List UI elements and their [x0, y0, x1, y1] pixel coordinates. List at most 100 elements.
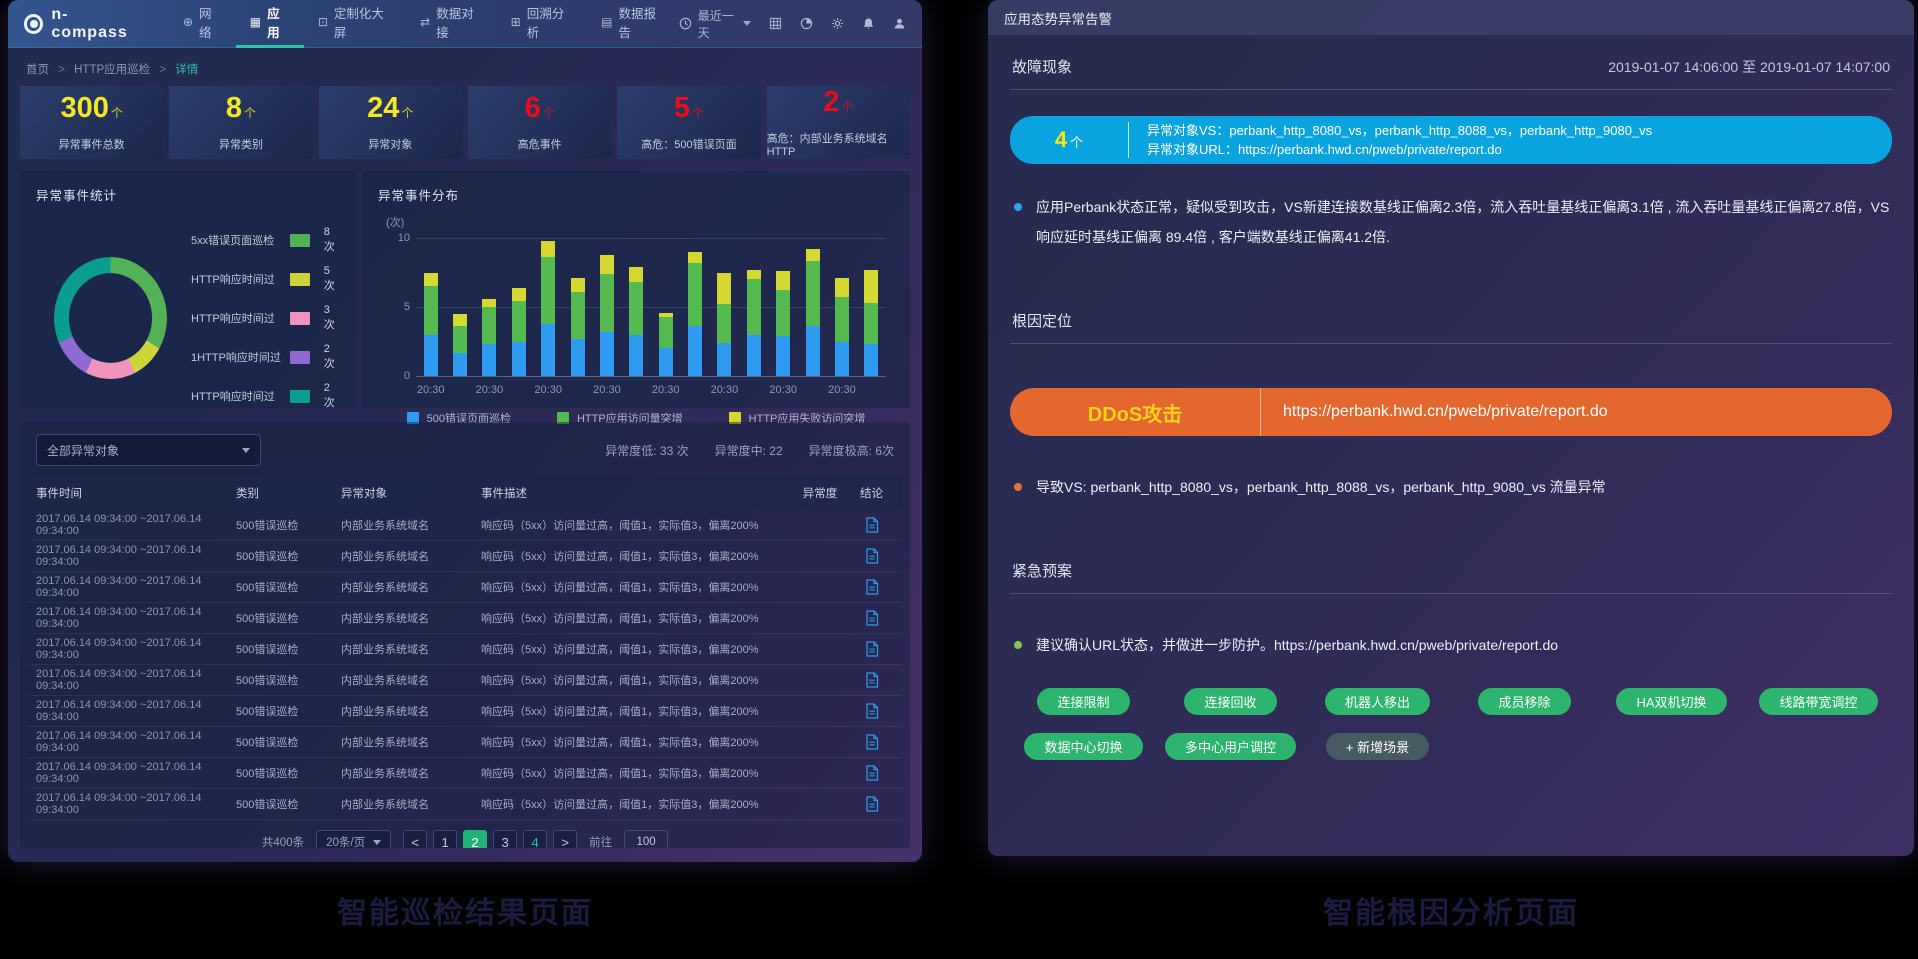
attack-banner: DDoS攻击 https://perbank.hwd.cn/pweb/priva… [1010, 388, 1892, 436]
bell-icon[interactable] [862, 17, 875, 30]
bar-segment [717, 304, 732, 343]
report-doc-icon[interactable] [849, 641, 894, 657]
report-doc-icon[interactable] [849, 703, 894, 719]
nav-item-retro-analysis[interactable]: ⊞ 回溯分析 [497, 0, 587, 48]
bar-segment [834, 278, 849, 298]
user-icon[interactable] [893, 17, 906, 30]
cell-description: 响应码（5xx）访问量过高，阈值1，实际值3，偏离200% [481, 644, 759, 656]
col-description: 事件描述 [481, 488, 527, 500]
stat-cards-row: 300 个异常事件总数 8 个异常类别 24 个异常对象 6 个高危事件 5 个高危：500错误页… [8, 86, 922, 159]
x-tick-label [504, 384, 533, 396]
table-body: 2017.06.14 09:34:00 ~2017.06.14 09:34:00… [28, 510, 902, 820]
plan-suggestion-text: 建议确认URL状态，并做进一步防护。https://perbank.hwd.cn… [1036, 637, 1559, 653]
bar-segment [688, 326, 703, 376]
plan-action-button-3[interactable]: 成员移除 [1478, 688, 1571, 715]
plan-action-button-1[interactable]: 连接回收 [1184, 688, 1277, 715]
bullet-dot-icon [1014, 641, 1022, 649]
fault-description-text: 应用Perbank状态正常，疑似受到攻击，VS新建连接数基线正偏离2.3倍，流入… [1036, 199, 1890, 245]
bar-slot [504, 238, 533, 376]
pagination: 共400条 20条/页 <1 2 3 4 > 前往 [28, 820, 902, 848]
nav-item-application[interactable]: ▦ 应用 [235, 0, 304, 48]
report-icon: ▤ [601, 15, 613, 29]
gear-icon[interactable] [831, 17, 844, 30]
report-doc-icon[interactable] [849, 579, 894, 595]
cell-object: 内部业务系统域名 [341, 675, 429, 687]
alert-panel-body: 故障现象 2019-01-07 14:06:00 至 2019-01-07 14… [988, 36, 1914, 856]
stacked-bar [629, 267, 644, 376]
report-doc-icon[interactable] [849, 765, 894, 781]
bar-slot [651, 238, 680, 376]
legend-count: 8次 [323, 226, 335, 253]
legend-count: 2次 [323, 343, 335, 370]
report-doc-icon[interactable] [849, 672, 894, 688]
x-tick-label: 20:30 [475, 384, 504, 396]
nav-item-custom-screen[interactable]: ⊡ 定制化大屏 [304, 0, 406, 48]
bar-slot [534, 238, 563, 376]
page-button-3[interactable]: 3 [493, 830, 518, 848]
report-doc-icon[interactable] [849, 517, 894, 533]
breadcrumb-home[interactable]: 首页 [26, 64, 49, 76]
grid-icon[interactable] [769, 17, 782, 30]
time-range-picker[interactable]: 最近一天 [679, 7, 752, 41]
plan-action-button-5[interactable]: 线路带宽调控 [1759, 688, 1878, 715]
x-tick-label [622, 384, 651, 396]
stacked-bar [717, 272, 732, 376]
analysis-icon: ⊞ [510, 15, 521, 29]
stat-card-4: 5 个高危：500错误页面 [617, 86, 761, 159]
legend-swatch [728, 412, 741, 424]
donut-legend-item: HTTP响应时间过 3次 [191, 304, 340, 332]
alert-detail-panel: 应用态势异常告警 故障现象 2019-01-07 14:06:00 至 2019… [988, 0, 1914, 856]
cell-event-time: 2017.06.14 09:34:00 ~2017.06.14 09:34:00 [36, 668, 202, 692]
dashboard-icon[interactable] [800, 17, 813, 30]
fault-time-range: 2019-01-07 14:06:00 至 2019-01-07 14:07:0… [1608, 58, 1890, 75]
x-tick-label: 20:30 [416, 384, 445, 396]
table-toolbar: 全部异常对象 异常度低: 33 次 异常度中: 22 异常度极高: 6次 [28, 432, 902, 476]
donut-legend-item: HTTP响应时间过 5次 [191, 265, 340, 293]
x-tick-label: 20:30 [828, 384, 856, 396]
cell-category: 500错误巡检 [236, 768, 299, 780]
plan-action-button-4[interactable]: HA双机切换 [1616, 688, 1727, 715]
x-tick-label: 20:30 [534, 384, 562, 396]
breadcrumb-section[interactable]: HTTP应用巡检 [74, 64, 151, 76]
plan-action-button-2[interactable]: 机器人移出 [1324, 688, 1430, 715]
page-button-1[interactable]: 1 [433, 830, 458, 848]
table-row: 2017.06.14 09:34:00 ~2017.06.14 09:34:00… [28, 758, 902, 789]
stat-unit: 个 [542, 106, 555, 120]
severity-stats: 异常度低: 33 次 异常度中: 22 异常度极高: 6次 [605, 442, 894, 459]
bullet-dot-icon [1014, 203, 1022, 211]
abnormal-vs-line: 异常对象VS：perbank_http_8080_vs，perbank_http… [1147, 123, 1653, 138]
report-doc-icon[interactable] [849, 610, 894, 626]
col-conclusion: 结论 [860, 488, 883, 500]
prev-page-button[interactable]: < [403, 830, 428, 848]
next-page-button[interactable]: > [553, 830, 578, 848]
cell-object: 内部业务系统域名 [341, 644, 429, 656]
plan-action-button-6[interactable]: 数据中心切换 [1024, 733, 1143, 760]
plan-action-button-7[interactable]: 多中心用户调控 [1164, 733, 1296, 760]
report-doc-icon[interactable] [849, 734, 894, 750]
bar-segment [658, 312, 673, 317]
object-filter-select[interactable]: 全部异常对象 [36, 434, 261, 466]
bar-slot [445, 238, 474, 376]
breadcrumb: 首页 > HTTP应用巡检 > 详情 [26, 64, 199, 76]
page-button-2[interactable]: 2 [463, 830, 488, 848]
x-tick-label [680, 384, 709, 396]
right-caption: 智能根因分析页面 [1323, 897, 1579, 930]
nav-item-data-report[interactable]: ▤ 数据报告 [587, 0, 679, 48]
nav-item-data-dock[interactable]: ⇄ 数据对接 [406, 0, 496, 48]
plan-action-button-0[interactable]: 连接限制 [1037, 688, 1130, 715]
bar-segment [746, 269, 761, 280]
nav-item-network[interactable]: ⊕ 网络 [169, 0, 236, 48]
page-size-select[interactable]: 20条/页 [316, 830, 392, 848]
screen-icon: ⊡ [317, 15, 328, 29]
legend-label: HTTP响应时间过 [191, 391, 275, 403]
stacked-bar [746, 269, 761, 376]
report-doc-icon[interactable] [849, 548, 894, 564]
cell-object: 内部业务系统域名 [341, 768, 429, 780]
goto-page-input[interactable] [624, 830, 669, 848]
page-button-4[interactable]: 4 [523, 830, 548, 848]
plan-action-button-8[interactable]: + 新增场景 [1325, 733, 1430, 760]
stacked-bar [570, 278, 585, 376]
report-doc-icon[interactable] [849, 796, 894, 812]
